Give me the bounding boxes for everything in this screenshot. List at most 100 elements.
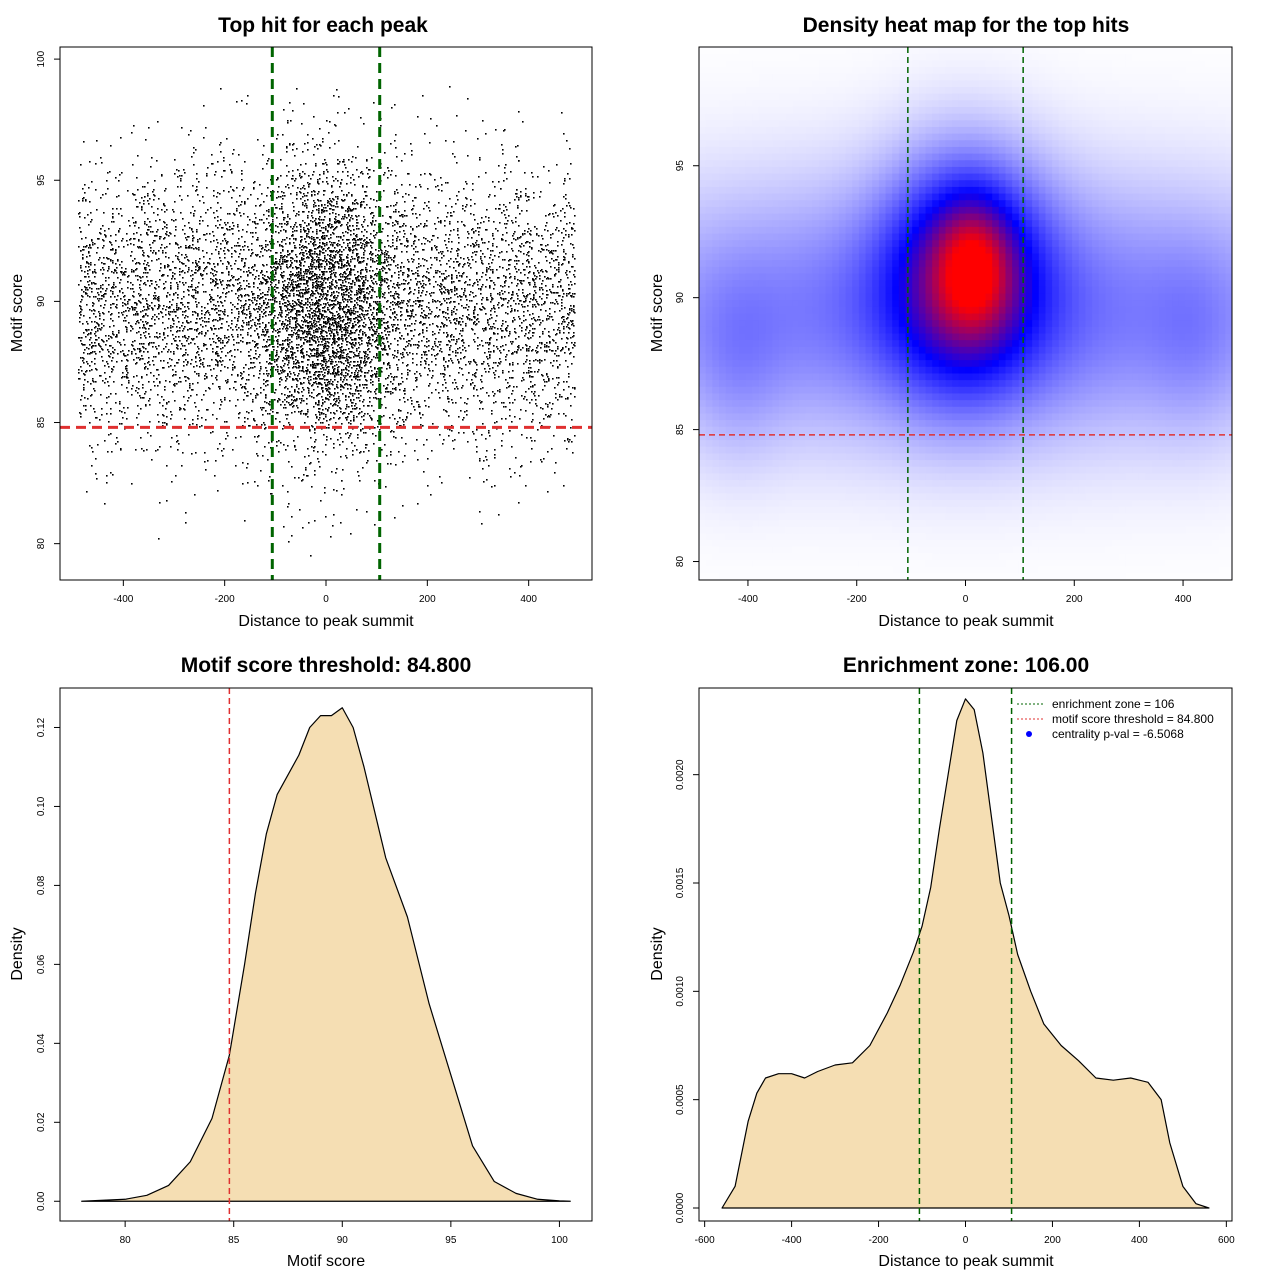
scatter-point <box>350 399 352 401</box>
scatter-point <box>288 187 290 189</box>
scatter-point <box>413 344 415 346</box>
scatter-point <box>474 219 476 221</box>
scatter-point <box>354 266 356 268</box>
scatter-point <box>463 188 465 190</box>
scatter-point <box>296 275 298 277</box>
scatter-point <box>486 479 488 481</box>
scatter-point <box>350 314 352 316</box>
scatter-point <box>307 301 309 303</box>
scatter-point <box>203 105 205 107</box>
scatter-point <box>245 303 247 305</box>
scatter-point <box>178 336 180 338</box>
scatter-point <box>329 299 331 301</box>
scatter-point <box>411 311 413 313</box>
scatter-point <box>216 246 218 248</box>
scatter-point <box>356 290 358 292</box>
scatter-point <box>284 363 286 365</box>
scatter-point <box>416 439 418 441</box>
scatter-point <box>522 121 524 123</box>
scatter-point <box>432 370 434 372</box>
scatter-point <box>459 333 461 335</box>
scatter-point <box>329 323 331 325</box>
scatter-point <box>360 262 362 264</box>
scatter-point <box>91 310 93 312</box>
scatter-point <box>313 204 315 206</box>
scatter-point <box>152 316 154 318</box>
scatter-point <box>541 342 543 344</box>
scatter-point <box>309 331 311 333</box>
scatter-point <box>388 363 390 365</box>
scatter-point <box>155 356 157 358</box>
scatter-point <box>112 474 114 476</box>
scatter-point <box>304 246 306 248</box>
scatter-point <box>303 211 305 213</box>
scatter-point <box>489 257 491 259</box>
scatter-panel: Top hit for each peak -400 -200 0 200 400 80… <box>9 14 593 630</box>
scatter-point <box>142 310 144 312</box>
scatter-point <box>241 311 243 313</box>
scatter-point <box>472 259 474 261</box>
scatter-point <box>310 349 312 351</box>
scatter-point <box>335 206 337 208</box>
scatter-point <box>253 357 255 359</box>
scatter-point <box>264 401 266 403</box>
scatter-point <box>193 338 195 340</box>
scatter-point <box>573 247 575 249</box>
scatter-point <box>416 371 418 373</box>
scatter-point <box>351 210 353 212</box>
scatter-point <box>147 306 149 308</box>
scatter-point <box>325 414 327 416</box>
scatter-point <box>323 367 325 369</box>
scatter-point <box>534 275 536 277</box>
scatter-point <box>148 361 150 363</box>
scatter-point <box>213 341 215 343</box>
scatter-point <box>229 164 231 166</box>
scatter-point <box>362 467 364 469</box>
scatter-point <box>460 324 462 326</box>
scatter-point <box>287 375 289 377</box>
scatter-point <box>481 276 483 278</box>
scatter-point <box>533 297 535 299</box>
scatter-point <box>330 319 332 321</box>
scatter-point <box>498 256 500 258</box>
scatter-point <box>79 227 81 229</box>
scatter-point <box>317 254 319 256</box>
scatter-point <box>166 423 168 425</box>
scatter-point <box>331 363 333 365</box>
scatter-point <box>202 284 204 286</box>
scatter-point <box>205 469 207 471</box>
scatter-point <box>168 318 170 320</box>
scatter-point <box>342 469 344 471</box>
scatter-point <box>238 313 240 315</box>
scatter-point <box>287 122 289 124</box>
scatter-point <box>149 221 151 223</box>
scatter-point <box>327 254 329 256</box>
scatter-point <box>333 371 335 373</box>
scatter-point <box>394 191 396 193</box>
scatter-point <box>317 348 319 350</box>
scatter-point <box>250 367 252 369</box>
scatter-point <box>248 308 250 310</box>
scatter-point <box>540 251 542 253</box>
scatter-point <box>522 234 524 236</box>
scatter-point <box>457 296 459 298</box>
scatter-point <box>313 397 315 399</box>
scatter-point <box>278 292 280 294</box>
scatter-point <box>183 408 185 410</box>
scatter-point <box>334 388 336 390</box>
scatter-point <box>375 206 377 208</box>
scatter-point <box>321 298 323 300</box>
scatter-point <box>87 281 89 283</box>
scatter-point <box>462 315 464 317</box>
scatter-point <box>273 328 275 330</box>
scatter-point <box>431 292 433 294</box>
scatter-point <box>568 288 570 290</box>
scatter-point <box>390 257 392 259</box>
scatter-point <box>317 375 319 377</box>
scatter-point <box>259 323 261 325</box>
scatter-point <box>421 340 423 342</box>
scatter-point <box>236 308 238 310</box>
scatter-point <box>318 419 320 421</box>
scatter-point <box>322 282 324 284</box>
scatter-point <box>135 302 137 304</box>
